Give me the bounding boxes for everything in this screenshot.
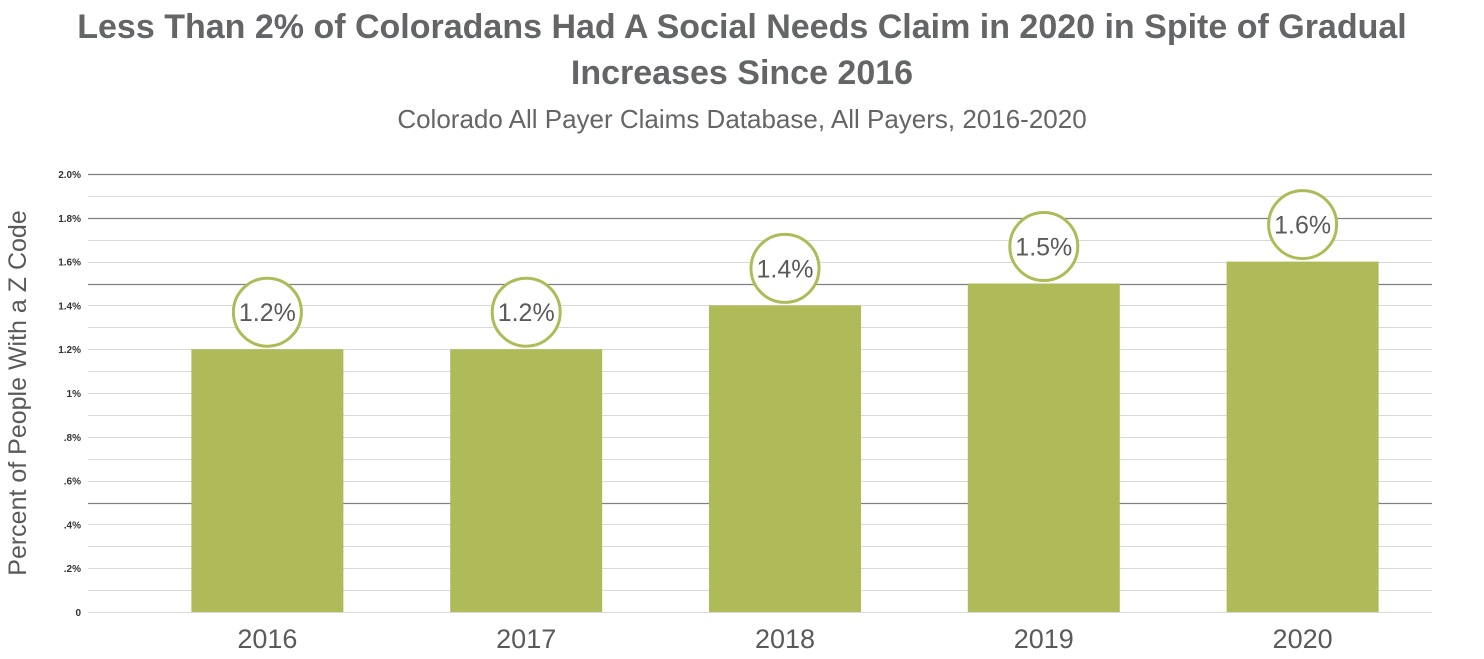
- data-label-circle: [231, 276, 303, 348]
- data-label-circle: [490, 276, 562, 348]
- bar: [1226, 261, 1379, 612]
- bar: [967, 283, 1120, 612]
- bars: [191, 261, 1379, 612]
- y-tick-label: 1.8%: [58, 214, 81, 225]
- x-tick-label: 2019: [1014, 624, 1074, 654]
- y-tick-label: .2%: [64, 564, 81, 575]
- bar: [450, 349, 603, 612]
- data-label-circle: [1008, 211, 1080, 282]
- data-label-circle: [1267, 189, 1339, 261]
- data-label: 1.5%: [1015, 234, 1072, 262]
- data-label: 1.2%: [239, 299, 296, 327]
- data-label: 1.2%: [498, 299, 555, 327]
- x-tick-label: 2018: [755, 624, 815, 654]
- y-axis-title: Percent of People With a Z Code: [4, 210, 32, 575]
- y-tick-label: 1.2%: [58, 345, 81, 356]
- y-tick-label: 1.4%: [58, 301, 81, 312]
- y-tick-label: .8%: [64, 433, 81, 444]
- y-tick-label: 1%: [67, 389, 82, 400]
- bar: [191, 349, 344, 612]
- y-tick-label: 2.0%: [58, 170, 81, 181]
- bar: [709, 305, 861, 612]
- data-labels: 1.2% 1.2% 1.4% 1.5% 1.6%: [231, 189, 1339, 348]
- y-tick-label: 1.6%: [58, 258, 81, 269]
- x-tick-label: 2016: [237, 624, 297, 654]
- y-tick-label: .4%: [64, 520, 81, 531]
- y-axis-ticks: 0 .2% .4% .6% .8% 1% 1.2% 1.4% 1.6% 1.8% 2.0%: [58, 170, 81, 619]
- y-tick-label: 0: [75, 608, 81, 619]
- x-axis-labels: 2016 2017 2018 2019 2020: [237, 624, 1332, 654]
- chart-subtitle: Colorado All Payer Claims Database, All …: [397, 104, 1087, 134]
- x-tick-label: 2020: [1273, 624, 1333, 654]
- y-tick-label: .6%: [64, 477, 81, 488]
- data-label-circle: [749, 232, 821, 304]
- data-label: 1.4%: [757, 255, 814, 283]
- x-tick-label: 2017: [496, 624, 556, 654]
- chart-title: Less Than 2% of Coloradans Had A Social …: [77, 8, 1407, 92]
- data-label: 1.6%: [1274, 212, 1331, 240]
